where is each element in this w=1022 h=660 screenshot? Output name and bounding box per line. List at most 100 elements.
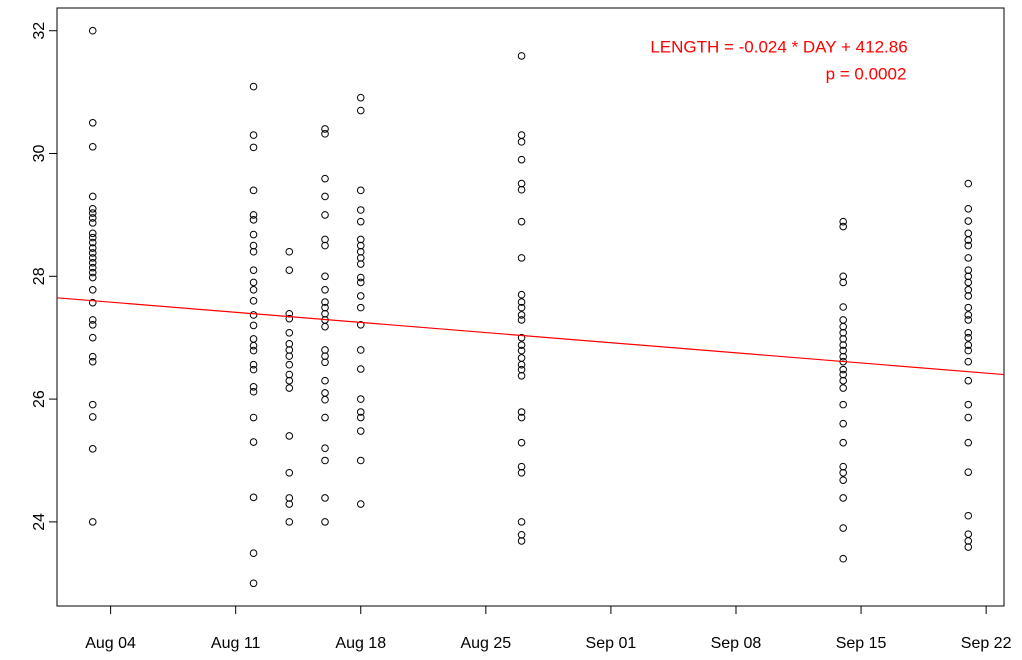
point bbox=[517, 346, 526, 355]
point bbox=[964, 179, 973, 188]
y-tick-label: 26 bbox=[31, 390, 48, 408]
point bbox=[964, 530, 973, 538]
annotation: p = 0.0002 bbox=[826, 64, 907, 83]
y-tick-label: 28 bbox=[31, 267, 48, 285]
point bbox=[517, 438, 526, 447]
point bbox=[249, 346, 258, 355]
point bbox=[88, 229, 97, 238]
point bbox=[839, 438, 847, 447]
point bbox=[321, 376, 329, 385]
point bbox=[249, 360, 258, 369]
point bbox=[356, 427, 365, 435]
point bbox=[321, 494, 329, 502]
point bbox=[88, 214, 97, 222]
point bbox=[249, 143, 258, 152]
point bbox=[356, 235, 365, 244]
point bbox=[517, 518, 526, 526]
point bbox=[356, 241, 365, 250]
point bbox=[249, 82, 258, 91]
point bbox=[839, 524, 847, 532]
point bbox=[964, 511, 973, 520]
point bbox=[517, 333, 526, 342]
point bbox=[356, 278, 365, 287]
point bbox=[356, 321, 365, 329]
point bbox=[88, 333, 97, 342]
point bbox=[285, 346, 294, 354]
point bbox=[356, 395, 365, 403]
point bbox=[964, 341, 973, 349]
point bbox=[964, 438, 973, 447]
point bbox=[356, 93, 365, 102]
point bbox=[356, 408, 365, 416]
point bbox=[517, 408, 526, 416]
point bbox=[285, 360, 294, 369]
point bbox=[321, 235, 329, 244]
point bbox=[249, 131, 258, 139]
point bbox=[839, 303, 847, 311]
point bbox=[517, 254, 526, 262]
point bbox=[839, 322, 847, 331]
point bbox=[321, 272, 329, 281]
point bbox=[249, 241, 258, 250]
point bbox=[839, 476, 847, 484]
point bbox=[285, 432, 294, 440]
point bbox=[964, 217, 973, 225]
point bbox=[285, 384, 294, 392]
point bbox=[517, 217, 526, 226]
point bbox=[839, 328, 847, 337]
point bbox=[839, 316, 847, 324]
point bbox=[88, 204, 97, 213]
point bbox=[88, 254, 97, 262]
point bbox=[964, 376, 973, 385]
point bbox=[839, 400, 847, 409]
point bbox=[88, 249, 97, 257]
point bbox=[839, 468, 847, 477]
point bbox=[964, 543, 973, 551]
point bbox=[964, 272, 973, 281]
fit-line bbox=[56, 297, 1005, 376]
point bbox=[321, 358, 329, 367]
point bbox=[839, 494, 847, 502]
point bbox=[321, 211, 329, 219]
point bbox=[964, 204, 973, 213]
point bbox=[249, 321, 258, 330]
point bbox=[839, 217, 847, 226]
point bbox=[356, 217, 365, 226]
point bbox=[517, 298, 526, 306]
point bbox=[964, 537, 973, 545]
point bbox=[964, 468, 973, 476]
point bbox=[285, 352, 294, 360]
point bbox=[285, 314, 294, 323]
point bbox=[356, 346, 365, 354]
point bbox=[249, 216, 258, 224]
point bbox=[249, 286, 258, 294]
point bbox=[839, 341, 847, 349]
point bbox=[839, 278, 847, 287]
point bbox=[839, 419, 847, 428]
point bbox=[517, 468, 526, 477]
point bbox=[839, 370, 847, 379]
point bbox=[356, 500, 365, 508]
point bbox=[88, 209, 97, 217]
point bbox=[517, 413, 526, 422]
point bbox=[285, 340, 294, 348]
point bbox=[285, 247, 294, 256]
point bbox=[517, 371, 526, 380]
point bbox=[88, 244, 97, 252]
point bbox=[285, 370, 294, 379]
point bbox=[88, 413, 97, 421]
point bbox=[88, 518, 97, 526]
point bbox=[88, 321, 97, 329]
point bbox=[249, 493, 258, 502]
point bbox=[88, 233, 97, 242]
point bbox=[249, 341, 258, 350]
point bbox=[249, 266, 258, 274]
x-tick-label: Aug 18 bbox=[335, 635, 386, 652]
point bbox=[249, 579, 258, 588]
point bbox=[356, 254, 365, 262]
point bbox=[517, 462, 526, 471]
point bbox=[964, 328, 973, 337]
point bbox=[964, 236, 973, 244]
point bbox=[321, 130, 329, 138]
point bbox=[517, 131, 526, 139]
